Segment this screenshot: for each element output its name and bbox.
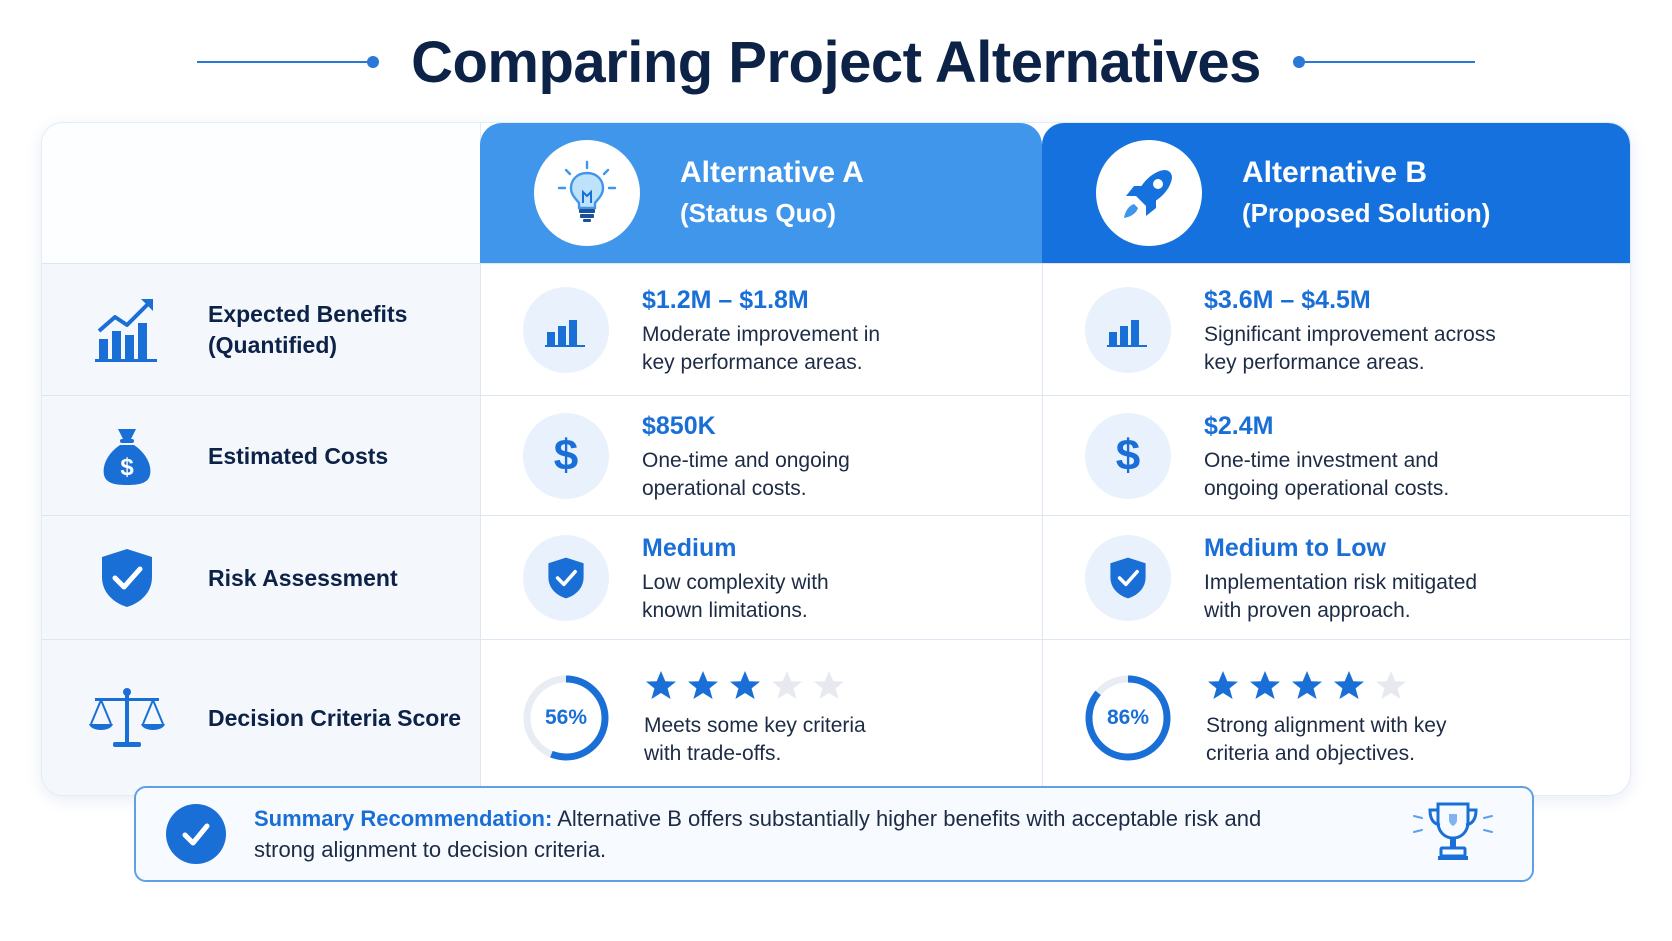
alt-b-subtitle: (Proposed Solution): [1242, 198, 1491, 228]
score-ring: 86%: [1083, 673, 1173, 763]
header-blank: [42, 123, 481, 263]
cell-a-risk: Medium Low complexity with known limitat…: [480, 516, 1043, 640]
score-ring: 56%: [521, 673, 611, 763]
shield-check-icon: [1085, 535, 1171, 621]
cost-value: $2.4M: [1204, 412, 1274, 440]
row-label-line1: Expected Benefits: [208, 301, 408, 327]
star-filled-icon: [730, 671, 760, 699]
row-label-cell: Risk Assessment: [42, 516, 481, 640]
row-label: Decision Criteria Score: [208, 704, 462, 731]
growth-chart-icon: [82, 297, 172, 363]
row-label: Expected Benefits (Quantified): [208, 299, 407, 361]
row-risk-assessment: Risk Assessment Medium Low complexity wi…: [42, 515, 1630, 640]
alt-a-subtitle: (Status Quo): [680, 198, 836, 228]
alt-b-title: Alternative B: [1242, 156, 1428, 189]
star-filled-icon: [1250, 671, 1280, 699]
benefit-description: Significant improvement across key perfo…: [1204, 323, 1496, 374]
bar-chart-icon: [523, 287, 609, 373]
star-rating: [1206, 668, 1446, 704]
star-empty-icon: [1376, 671, 1406, 699]
cell-a-costs: $ $850K One-time and ongoing operational…: [480, 396, 1043, 516]
cell-a-score: 56% Meets some key criteria with trade-o…: [480, 640, 1043, 795]
summary-recommendation: Summary Recommendation: Alternative B of…: [134, 786, 1534, 882]
cell-b-costs: $ $2.4M One-time investment and ongoing …: [1042, 396, 1630, 516]
rocket-icon: [1096, 140, 1202, 246]
alt-a-title: Alternative A: [680, 156, 864, 189]
star-filled-icon: [1292, 671, 1322, 699]
header-alternative-b: Alternative B (Proposed Solution): [1042, 123, 1630, 263]
title-row: Comparing Project Alternatives: [0, 24, 1672, 100]
star-filled-icon: [646, 671, 676, 699]
summary-text: Summary Recommendation: Alternative B of…: [254, 803, 1264, 865]
row-label: Estimated Costs: [208, 442, 389, 469]
row-estimated-costs: $ Estimated Costs $ $850K One-time and o…: [42, 395, 1630, 516]
header-a-text: Alternative A (Status Quo): [680, 153, 864, 233]
shield-check-icon: [82, 547, 172, 609]
benefit-value: $1.2M – $1.8M: [642, 286, 809, 314]
score-percent: 86%: [1106, 706, 1150, 729]
row-label-cell: Decision Criteria Score: [42, 640, 481, 795]
title-decor-left: [197, 56, 380, 68]
trophy-icon: [1408, 798, 1498, 873]
lightbulb-icon: [534, 140, 640, 246]
score-description: Strong alignment with key criteria and o…: [1206, 714, 1447, 765]
benefit-value: $3.6M – $4.5M: [1204, 286, 1371, 314]
star-filled-icon: [1208, 671, 1238, 699]
dollar-icon: $: [1085, 413, 1171, 499]
shield-check-icon: [523, 535, 609, 621]
star-empty-icon: [772, 671, 802, 699]
benefit-description: Moderate improvement in key performance …: [642, 323, 881, 374]
star-empty-icon: [814, 671, 844, 699]
summary-body: Alternative B offers substantially highe…: [254, 806, 1262, 862]
header-b-text: Alternative B (Proposed Solution): [1242, 153, 1490, 233]
risk-description: Implementation risk mitigated with prove…: [1204, 571, 1478, 622]
page-title: Comparing Project Alternatives: [411, 29, 1261, 95]
scale-icon: [82, 686, 172, 750]
bar-chart-icon: [1085, 287, 1171, 373]
cost-description: One-time and ongoing operational costs.: [642, 449, 850, 500]
svg-text:$: $: [120, 454, 134, 481]
title-decor-right: [1292, 56, 1475, 68]
summary-lead: Summary Recommendation:: [254, 806, 553, 831]
score-percent: 56%: [544, 706, 588, 729]
dollar-icon: $: [523, 413, 609, 499]
cell-b-benefits: $3.6M – $4.5M Significant improvement ac…: [1042, 264, 1630, 396]
cell-a-benefits: $1.2M – $1.8M Moderate improvement in ke…: [480, 264, 1043, 396]
row-decision-score: Decision Criteria Score 56% Meets some k…: [42, 639, 1630, 795]
star-filled-icon: [1334, 671, 1364, 699]
star-filled-icon: [688, 671, 718, 699]
row-label-cell: $ Estimated Costs: [42, 396, 481, 516]
comparison-table: Alternative A (Status Quo) Alternative B…: [41, 122, 1631, 796]
money-bag-icon: $: [82, 425, 172, 487]
cell-b-score: 86% Strong alignment with key criteria a…: [1042, 640, 1630, 795]
cost-description: One-time investment and ongoing operatio…: [1204, 449, 1450, 500]
cost-value: $850K: [642, 412, 716, 440]
risk-description: Low complexity with known limitations.: [642, 571, 829, 622]
row-label-cell: Expected Benefits (Quantified): [42, 264, 481, 396]
row-label-line2: (Quantified): [208, 332, 338, 358]
risk-value: Medium: [642, 534, 737, 562]
check-circle-icon: [166, 804, 226, 864]
star-rating: [644, 668, 866, 704]
cell-b-risk: Medium to Low Implementation risk mitiga…: [1042, 516, 1630, 640]
header-alternative-a: Alternative A (Status Quo): [480, 123, 1042, 263]
row-label: Risk Assessment: [208, 564, 398, 591]
row-expected-benefits: Expected Benefits (Quantified) $1.2M – $…: [42, 263, 1630, 396]
risk-value: Medium to Low: [1204, 534, 1386, 562]
score-description: Meets some key criteria with trade-offs.: [644, 714, 866, 765]
